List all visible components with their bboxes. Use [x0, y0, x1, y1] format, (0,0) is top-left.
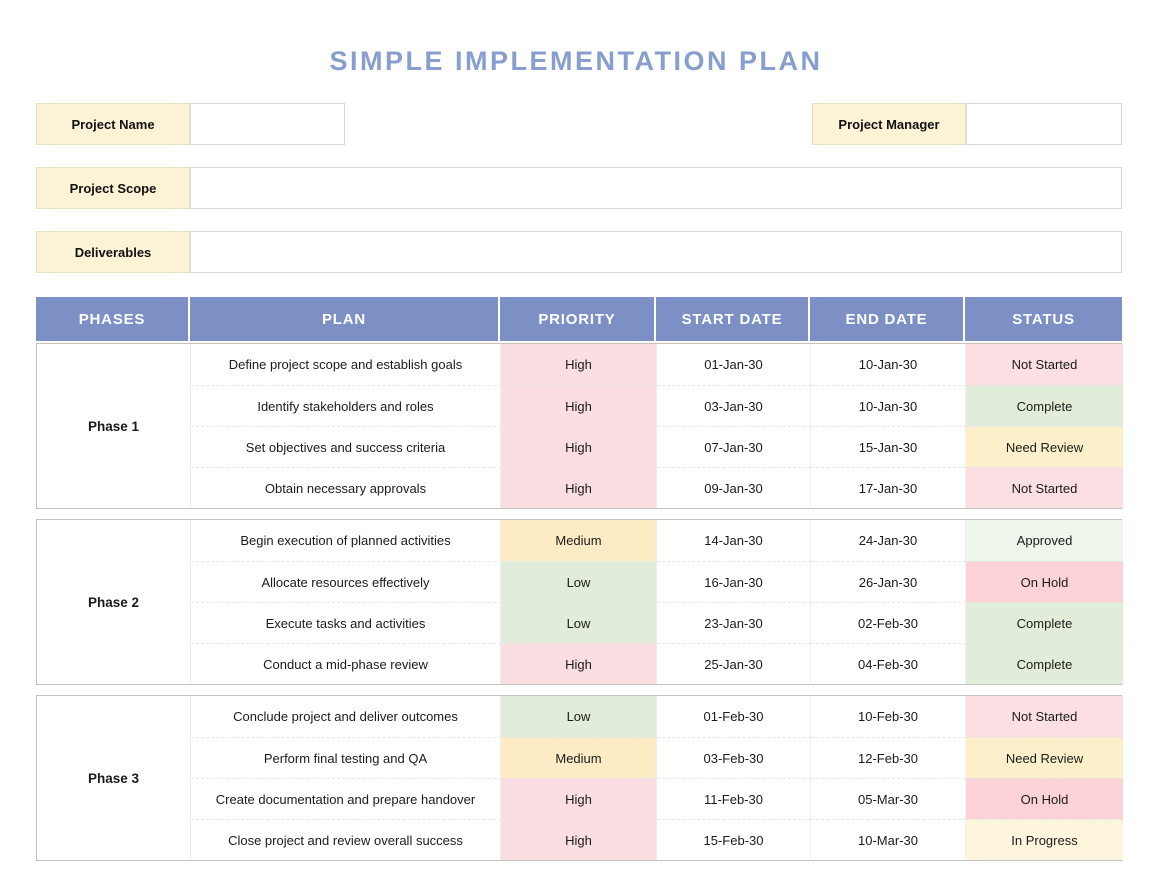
project-manager-label: Project Manager [812, 103, 966, 145]
priority-cell[interactable]: Medium [501, 520, 657, 561]
phase-name-cell[interactable]: Phase 1 [37, 344, 191, 508]
start-date-cell[interactable]: 03-Jan-30 [657, 385, 811, 426]
status-cell[interactable]: On Hold [966, 561, 1123, 602]
end-date-cell[interactable]: 15-Jan-30 [811, 426, 966, 467]
deliverables-input[interactable] [190, 231, 1122, 273]
plan-table-header-row: PHASES PLAN PRIORITY START DATE END DATE… [36, 297, 1122, 341]
end-date-cell[interactable]: 10-Jan-30 [811, 385, 966, 426]
start-date-cell[interactable]: 03-Feb-30 [657, 737, 811, 778]
end-date-cell[interactable]: 05-Mar-30 [811, 778, 966, 819]
end-date-cell[interactable]: 10-Jan-30 [811, 344, 966, 385]
project-scope-input[interactable] [190, 167, 1122, 209]
end-date-cell[interactable]: 26-Jan-30 [811, 561, 966, 602]
priority-cell[interactable]: Low [501, 561, 657, 602]
priority-cell[interactable]: High [501, 385, 657, 426]
plan-cell[interactable]: Create documentation and prepare handove… [191, 778, 501, 819]
header-end-date: END DATE [810, 297, 965, 341]
header-status: STATUS [965, 297, 1122, 341]
end-date-cell[interactable]: 24-Jan-30 [811, 520, 966, 561]
priority-cell[interactable]: High [501, 344, 657, 385]
phase-name-cell[interactable]: Phase 2 [37, 520, 191, 684]
status-cell[interactable]: Complete [966, 385, 1123, 426]
priority-cell[interactable]: High [501, 778, 657, 819]
deliverables-label: Deliverables [36, 231, 190, 273]
start-date-cell[interactable]: 16-Jan-30 [657, 561, 811, 602]
plan-cell[interactable]: Close project and review overall success [191, 819, 501, 860]
status-cell[interactable]: Need Review [966, 426, 1123, 467]
end-date-cell[interactable]: 17-Jan-30 [811, 467, 966, 508]
plan-cell[interactable]: Execute tasks and activities [191, 602, 501, 643]
plan-cell[interactable]: Allocate resources effectively [191, 561, 501, 602]
start-date-cell[interactable]: 11-Feb-30 [657, 778, 811, 819]
end-date-cell[interactable]: 04-Feb-30 [811, 643, 966, 684]
priority-cell[interactable]: Low [501, 602, 657, 643]
plan-cell[interactable]: Identify stakeholders and roles [191, 385, 501, 426]
header-phases: PHASES [36, 297, 190, 341]
plan-cell[interactable]: Conduct a mid-phase review [191, 643, 501, 684]
status-cell[interactable]: Not Started [966, 344, 1123, 385]
priority-cell[interactable]: High [501, 467, 657, 508]
start-date-cell[interactable]: 23-Jan-30 [657, 602, 811, 643]
priority-cell[interactable]: Low [501, 696, 657, 737]
priority-cell[interactable]: High [501, 643, 657, 684]
start-date-cell[interactable]: 01-Feb-30 [657, 696, 811, 737]
start-date-cell[interactable]: 15-Feb-30 [657, 819, 811, 860]
start-date-cell[interactable]: 14-Jan-30 [657, 520, 811, 561]
phase-block: Phase 2 Begin execution of planned activi… [36, 519, 1123, 685]
end-date-cell[interactable]: 12-Feb-30 [811, 737, 966, 778]
plan-table-body: Phase 1 Define project scope and establis… [36, 343, 1123, 861]
start-date-cell[interactable]: 01-Jan-30 [657, 344, 811, 385]
project-manager-input[interactable] [966, 103, 1122, 145]
end-date-cell[interactable]: 02-Feb-30 [811, 602, 966, 643]
status-cell[interactable]: Complete [966, 643, 1123, 684]
header-plan: PLAN [190, 297, 500, 341]
start-date-cell[interactable]: 25-Jan-30 [657, 643, 811, 684]
phase-block: Phase 3 Conclude project and deliver outc… [36, 695, 1123, 861]
status-cell[interactable]: Complete [966, 602, 1123, 643]
start-date-cell[interactable]: 09-Jan-30 [657, 467, 811, 508]
plan-cell[interactable]: Conclude project and deliver outcomes [191, 696, 501, 737]
project-scope-label: Project Scope [36, 167, 190, 209]
status-cell[interactable]: Not Started [966, 696, 1123, 737]
status-cell[interactable]: Need Review [966, 737, 1123, 778]
status-cell[interactable]: Approved [966, 520, 1123, 561]
priority-cell[interactable]: High [501, 426, 657, 467]
header-start-date: START DATE [656, 297, 810, 341]
priority-cell[interactable]: High [501, 819, 657, 860]
start-date-cell[interactable]: 07-Jan-30 [657, 426, 811, 467]
phase-block: Phase 1 Define project scope and establis… [36, 343, 1123, 509]
plan-cell[interactable]: Perform final testing and QA [191, 737, 501, 778]
status-cell[interactable]: In Progress [966, 819, 1123, 860]
plan-cell[interactable]: Define project scope and establish goals [191, 344, 501, 385]
plan-cell[interactable]: Obtain necessary approvals [191, 467, 501, 508]
status-cell[interactable]: On Hold [966, 778, 1123, 819]
page-title: SIMPLE IMPLEMENTATION PLAN [329, 46, 823, 76]
plan-cell[interactable]: Begin execution of planned activities [191, 520, 501, 561]
phase-name-cell[interactable]: Phase 3 [37, 696, 191, 860]
project-name-label: Project Name [36, 103, 190, 145]
project-name-input[interactable] [190, 103, 345, 145]
end-date-cell[interactable]: 10-Feb-30 [811, 696, 966, 737]
plan-table: PHASES PLAN PRIORITY START DATE END DATE… [36, 297, 1123, 861]
priority-cell[interactable]: Medium [501, 737, 657, 778]
plan-cell[interactable]: Set objectives and success criteria [191, 426, 501, 467]
end-date-cell[interactable]: 10-Mar-30 [811, 819, 966, 860]
header-priority: PRIORITY [500, 297, 656, 341]
status-cell[interactable]: Not Started [966, 467, 1123, 508]
